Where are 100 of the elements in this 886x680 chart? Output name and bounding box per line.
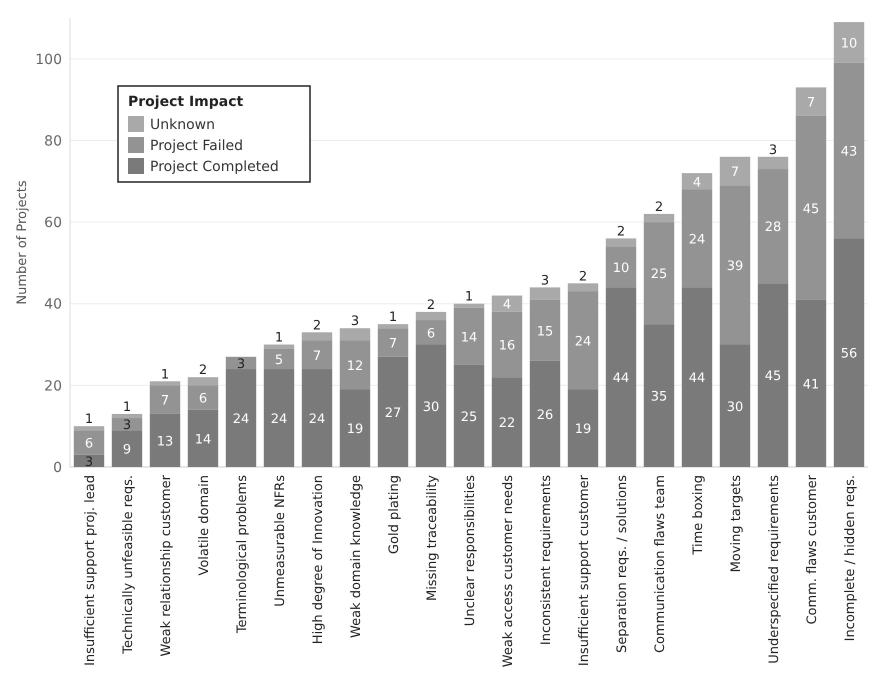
y-tick-label: 20 — [44, 378, 62, 394]
bar — [834, 62, 864, 238]
bar — [226, 369, 256, 467]
data-label: 2 — [654, 200, 664, 215]
data-label: 7 — [388, 336, 398, 352]
data-label: 25 — [650, 267, 668, 282]
data-label: 1 — [84, 412, 94, 428]
bar — [264, 344, 294, 349]
y-tick-label: 40 — [44, 296, 62, 313]
bar — [682, 189, 712, 288]
data-label: 27 — [384, 406, 402, 421]
data-label: 25 — [460, 410, 478, 425]
data-label: 2 — [578, 269, 588, 284]
bar — [682, 173, 712, 190]
y-axis-title: Number of Projects — [15, 180, 30, 305]
data-label: 24 — [574, 334, 592, 350]
bar — [416, 320, 446, 345]
legend-label: Project Failed — [150, 138, 243, 154]
data-label: 24 — [270, 412, 288, 428]
x-tick-label: Inconsistent requirements — [539, 474, 554, 646]
x-tick-label: Moving targets — [729, 474, 744, 572]
bar — [606, 287, 636, 467]
bar — [150, 414, 180, 467]
data-label: 3 — [350, 314, 360, 330]
data-label: 2 — [426, 298, 436, 313]
data-label: 14 — [194, 432, 212, 448]
data-label: 1 — [464, 290, 474, 305]
data-label: 3 — [540, 273, 550, 288]
data-label: 14 — [460, 330, 478, 346]
bar — [644, 324, 674, 467]
bar — [378, 328, 408, 357]
data-label: 24 — [308, 412, 326, 428]
legend-label: Unknown — [150, 117, 215, 133]
data-label: 30 — [422, 400, 440, 415]
data-label: 15 — [536, 324, 554, 340]
x-tick-label: High degree of Innovation — [311, 475, 326, 644]
data-label: 13 — [156, 434, 174, 450]
bar — [454, 304, 484, 308]
y-tick-label: 100 — [35, 52, 62, 68]
y-tick-label: 80 — [44, 133, 62, 150]
data-label: 44 — [688, 371, 706, 386]
bar — [606, 246, 636, 288]
data-label: 1 — [122, 400, 132, 415]
bar — [568, 283, 598, 292]
data-label: 3 — [122, 418, 132, 434]
data-label: 6 — [198, 392, 208, 407]
x-tick-label: Underspecified requirements — [767, 474, 782, 664]
bar — [568, 291, 598, 390]
bar — [340, 340, 370, 390]
x-tick-label: Insufficient support customer — [577, 474, 592, 666]
bar — [264, 348, 294, 370]
data-label: 26 — [536, 408, 554, 423]
bar — [150, 385, 180, 414]
x-tick-label: Weak access customer needs — [501, 474, 516, 668]
data-label: 16 — [498, 338, 516, 354]
bar — [416, 344, 446, 467]
data-label: 24 — [232, 412, 250, 428]
data-label: 39 — [726, 258, 744, 274]
bar — [74, 426, 104, 430]
x-tick-label: Gold plating — [387, 475, 402, 554]
data-label: 2 — [616, 224, 626, 240]
bar — [758, 156, 788, 170]
bar — [758, 283, 788, 467]
bar — [834, 22, 864, 63]
bar — [796, 116, 826, 300]
bar — [378, 356, 408, 467]
y-tick-label: 0 — [53, 460, 62, 476]
bar — [112, 414, 142, 418]
x-tick-label: Volatile domain — [197, 475, 212, 576]
data-label: 1 — [388, 310, 398, 326]
data-label: 45 — [802, 202, 820, 217]
bar — [302, 332, 332, 340]
bar — [720, 344, 750, 467]
x-tick-label: Comm. flaws customer — [805, 474, 820, 625]
x-tick-label: Terminological problems — [235, 474, 250, 634]
legend-label: Project Completed — [150, 159, 279, 175]
data-label: 2 — [198, 363, 208, 378]
bar — [568, 389, 598, 467]
data-label: 3 — [84, 454, 94, 470]
bar — [454, 308, 484, 365]
data-label: 7 — [160, 394, 170, 409]
x-tick-label: Insufficient support proj. lead — [83, 475, 98, 666]
data-label: 35 — [650, 390, 668, 405]
bar — [492, 377, 522, 467]
x-tick-label: Missing traceability — [425, 474, 440, 602]
data-label: 1 — [274, 330, 284, 346]
bar — [454, 364, 484, 467]
data-label: 9 — [122, 442, 132, 458]
data-label: 28 — [764, 220, 782, 236]
data-label: 12 — [346, 358, 364, 374]
data-label: 5 — [274, 352, 284, 368]
x-tick-label: Incomplete / hidden reqs. — [843, 475, 858, 642]
bar — [416, 312, 446, 320]
bar — [340, 389, 370, 467]
bar — [796, 300, 826, 467]
data-label: 7 — [806, 96, 816, 111]
data-label: 19 — [574, 422, 592, 438]
bar — [530, 360, 560, 467]
data-label: 45 — [764, 369, 782, 384]
x-tick-label: Weak relationship customer — [159, 474, 174, 656]
